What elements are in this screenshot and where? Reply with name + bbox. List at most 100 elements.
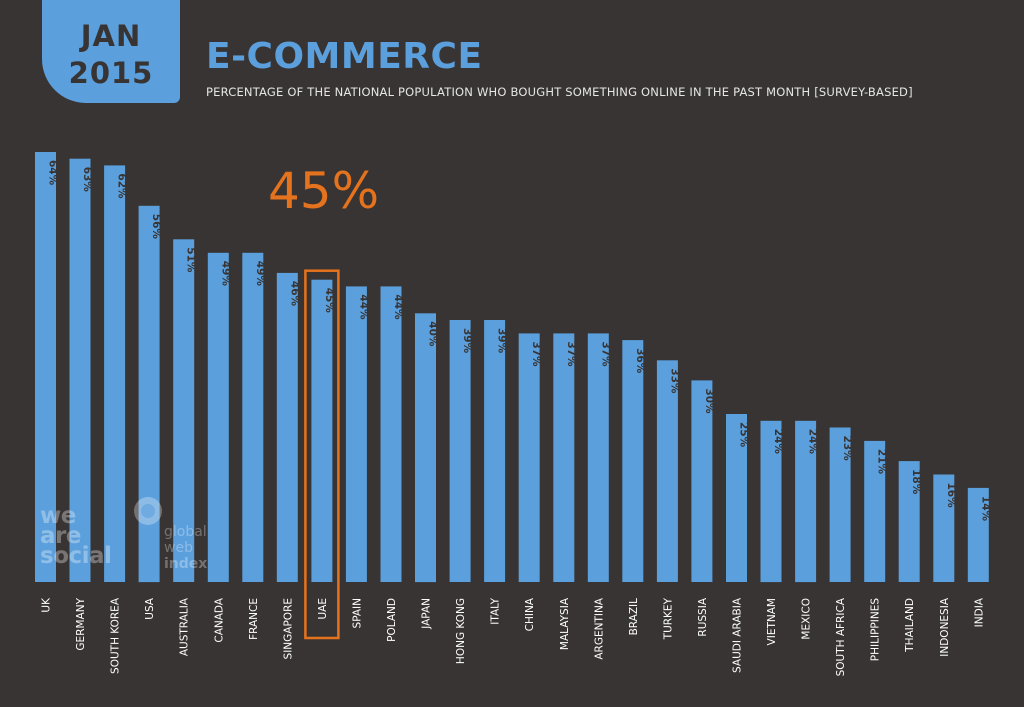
date-year: 2015	[68, 56, 154, 90]
category-label-turkey: TURKEY	[662, 597, 674, 640]
data-label-canada: 49%	[219, 261, 231, 287]
category-label-india: INDIA	[973, 597, 985, 627]
bar-china	[518, 333, 540, 582]
brand-line-are: are	[40, 523, 81, 549]
category-label-brazil: BRAZIL	[628, 598, 640, 636]
data-label-argentina: 37%	[599, 341, 611, 367]
data-label-indonesia: 16%	[945, 483, 957, 509]
category-label-japan: JAPAN	[421, 598, 433, 630]
bar-uae	[311, 279, 333, 582]
category-label-south-korea: SOUTH KOREA	[110, 597, 122, 674]
category-label-argentina: ARGENTINA	[593, 597, 605, 659]
brand-line-index: index	[164, 556, 208, 572]
data-label-south-korea: 62%	[116, 173, 128, 199]
data-label-malaysia: 37%	[565, 341, 577, 367]
highlight-box-uae	[304, 269, 340, 640]
data-label-italy: 39%	[496, 328, 508, 354]
category-label-italy: ITALY	[490, 597, 502, 624]
data-label-spain: 44%	[357, 294, 369, 320]
data-label-usa: 56%	[150, 214, 162, 240]
data-label-south-africa: 23%	[841, 436, 853, 462]
category-label-spain: SPAIN	[351, 598, 363, 628]
bar-brazil	[622, 340, 644, 582]
bar-uk	[35, 152, 56, 582]
bar-indonesia	[933, 474, 955, 582]
category-label-canada: CANADA	[213, 597, 225, 642]
bar-thailand	[898, 461, 920, 582]
bar-turkey	[656, 360, 678, 582]
bar-germany	[69, 158, 91, 582]
data-label-singapore: 46%	[288, 281, 300, 307]
we-are-social-logo: we are social	[40, 503, 112, 569]
category-label-usa: USA	[144, 597, 156, 620]
data-label-thailand: 18%	[910, 469, 922, 495]
data-label-turkey: 33%	[668, 368, 680, 394]
bar-vietnam	[760, 420, 782, 583]
data-label-australia: 51%	[185, 247, 197, 273]
brand-line-web: web	[164, 540, 193, 556]
bar-usa	[138, 205, 160, 583]
bar-argentina	[587, 333, 609, 582]
category-label-malaysia: MALAYSIA	[559, 597, 571, 650]
brand-line-social: social	[40, 543, 112, 569]
category-label-thailand: THAILAND	[904, 598, 916, 653]
bar-italy	[484, 320, 506, 582]
brand-line-we: we	[40, 503, 76, 529]
bar-saudi-arabia	[726, 414, 747, 582]
bar-poland	[380, 286, 402, 582]
category-label-indonesia: INDONESIA	[939, 597, 951, 657]
bar-canada	[207, 252, 229, 583]
bar-spain	[345, 286, 367, 582]
bar-south-africa	[829, 427, 851, 582]
data-label-france: 49%	[254, 261, 266, 287]
bar-malaysia	[553, 333, 575, 582]
category-label-russia: RUSSIA	[697, 597, 709, 636]
category-label-south-africa: SOUTH AFRICA	[835, 597, 847, 676]
data-label-india: 14%	[979, 496, 991, 522]
highlight-value: 45%	[268, 162, 380, 220]
data-label-uk: 64%	[47, 160, 59, 186]
data-label-poland: 44%	[392, 294, 404, 320]
bar-japan	[415, 313, 436, 583]
bar-philippines	[864, 440, 886, 582]
category-label-australia: AUSTRALIA	[179, 597, 191, 656]
category-label-singapore: SINGAPORE	[282, 598, 294, 659]
category-label-philippines: PHILIPPINES	[870, 598, 882, 662]
category-label-uae: UAE	[317, 598, 329, 620]
category-label-mexico: MEXICO	[801, 598, 813, 640]
data-label-philippines: 21%	[876, 449, 888, 475]
category-label-france: FRANCE	[248, 598, 260, 640]
category-label-germany: GERMANY	[75, 597, 87, 650]
category-label-uk: UK	[41, 597, 53, 613]
data-label-brazil: 36%	[634, 348, 646, 374]
category-label-hong-kong: HONG KONG	[455, 598, 467, 664]
category-label-vietnam: VIETNAM	[766, 598, 778, 645]
date-month: JAN	[80, 19, 142, 53]
bar-hong-kong	[449, 320, 471, 582]
bar-south-korea	[104, 165, 126, 582]
chart-title: E-COMMERCE	[206, 36, 483, 77]
data-label-china: 37%	[530, 341, 542, 367]
category-label-poland: POLAND	[386, 598, 398, 642]
bar-france	[242, 252, 264, 583]
globe-icon	[134, 497, 162, 525]
data-label-japan: 40%	[427, 321, 439, 347]
date-badge: JAN 2015	[42, 0, 180, 103]
bar-india	[967, 487, 989, 582]
data-label-mexico: 24%	[807, 429, 819, 455]
bar-singapore	[276, 272, 298, 582]
data-label-germany: 63%	[81, 167, 93, 193]
bar-mexico	[795, 420, 817, 583]
data-label-russia: 30%	[703, 388, 715, 414]
chart-subtitle: PERCENTAGE OF THE NATIONAL POPULATION WH…	[206, 85, 913, 99]
category-label-saudi-arabia: SAUDI ARABIA	[732, 597, 744, 673]
data-label-vietnam: 24%	[772, 429, 784, 455]
bar-australia	[173, 239, 195, 583]
data-label-hong-kong: 39%	[461, 328, 473, 354]
brand-line-global: global	[164, 524, 207, 540]
category-label-china: CHINA	[524, 597, 536, 631]
bar-russia	[691, 380, 713, 582]
data-label-saudi-arabia: 25%	[738, 422, 750, 448]
data-label-uae: 45%	[323, 288, 335, 314]
